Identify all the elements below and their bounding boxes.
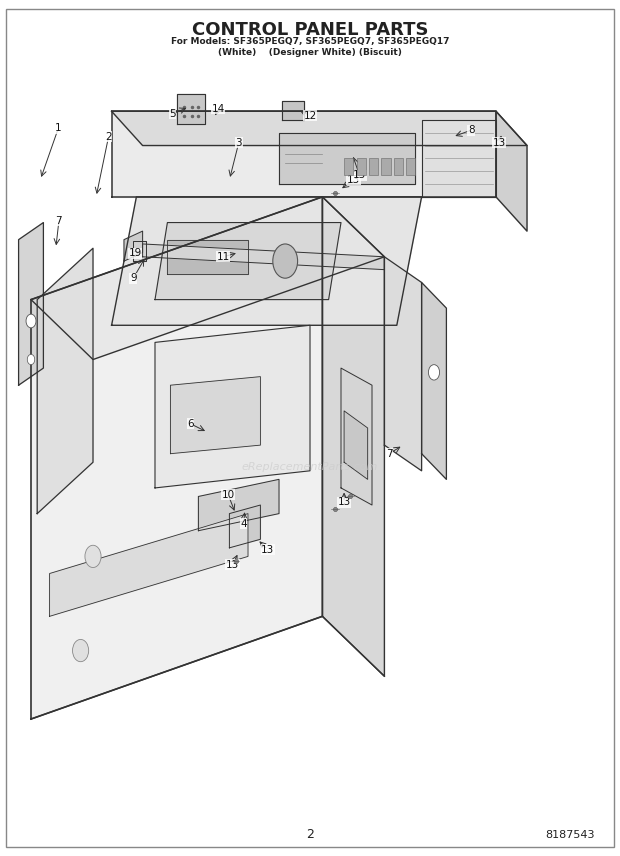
Polygon shape — [229, 505, 260, 548]
Text: 12: 12 — [303, 110, 317, 121]
Polygon shape — [155, 325, 310, 488]
Text: For Models: SF365PEGQ7, SF365PEGQ7, SF365PEGQ17: For Models: SF365PEGQ7, SF365PEGQ7, SF36… — [170, 38, 450, 46]
Polygon shape — [37, 248, 93, 514]
Polygon shape — [279, 133, 415, 184]
Bar — [394, 158, 403, 175]
Text: 13: 13 — [261, 544, 275, 555]
Text: 13: 13 — [347, 175, 360, 185]
Bar — [381, 158, 391, 175]
Polygon shape — [322, 197, 384, 676]
Polygon shape — [422, 282, 446, 479]
Polygon shape — [167, 240, 248, 274]
Polygon shape — [198, 479, 279, 531]
Polygon shape — [133, 241, 146, 261]
Polygon shape — [31, 197, 322, 719]
Text: 3: 3 — [236, 138, 242, 148]
Text: 10: 10 — [221, 490, 235, 500]
Polygon shape — [19, 223, 43, 385]
Polygon shape — [155, 223, 341, 300]
Polygon shape — [422, 120, 496, 197]
Text: 13: 13 — [492, 138, 506, 148]
Text: 8: 8 — [468, 125, 474, 135]
Text: 7: 7 — [56, 216, 62, 226]
Polygon shape — [143, 244, 384, 270]
Polygon shape — [124, 231, 143, 261]
Text: (White)    (Designer White) (Biscuit): (White) (Designer White) (Biscuit) — [218, 48, 402, 56]
Text: 1: 1 — [55, 123, 61, 134]
Polygon shape — [31, 197, 384, 360]
Text: CONTROL PANEL PARTS: CONTROL PANEL PARTS — [192, 21, 428, 39]
Bar — [369, 158, 378, 175]
Text: eReplacementParts.com: eReplacementParts.com — [242, 461, 378, 472]
Text: 13: 13 — [226, 560, 239, 570]
Text: 11: 11 — [216, 252, 230, 262]
Polygon shape — [50, 514, 248, 616]
Circle shape — [428, 365, 440, 380]
Bar — [356, 158, 366, 175]
Polygon shape — [384, 257, 422, 471]
Bar — [344, 158, 353, 175]
Text: 4: 4 — [241, 519, 247, 529]
Text: 15: 15 — [353, 170, 366, 181]
Text: 5: 5 — [169, 109, 175, 119]
Polygon shape — [112, 197, 422, 325]
Polygon shape — [177, 94, 205, 124]
Polygon shape — [112, 111, 527, 146]
Circle shape — [27, 354, 35, 365]
Circle shape — [273, 244, 298, 278]
Circle shape — [26, 314, 36, 328]
Text: 13: 13 — [337, 497, 351, 508]
Text: 2: 2 — [105, 132, 112, 142]
Polygon shape — [341, 368, 372, 505]
Text: 2: 2 — [306, 828, 314, 841]
Polygon shape — [170, 377, 260, 454]
Text: 9: 9 — [130, 273, 136, 283]
Text: 7: 7 — [386, 449, 392, 459]
Text: 14: 14 — [211, 104, 225, 114]
Circle shape — [85, 545, 101, 568]
Text: 6: 6 — [187, 419, 193, 429]
Circle shape — [73, 639, 89, 662]
Polygon shape — [496, 111, 527, 231]
Polygon shape — [282, 101, 304, 120]
Bar — [406, 158, 415, 175]
Polygon shape — [112, 111, 496, 197]
Text: 19: 19 — [128, 248, 142, 259]
Text: 8187543: 8187543 — [546, 829, 595, 840]
Polygon shape — [344, 411, 368, 479]
